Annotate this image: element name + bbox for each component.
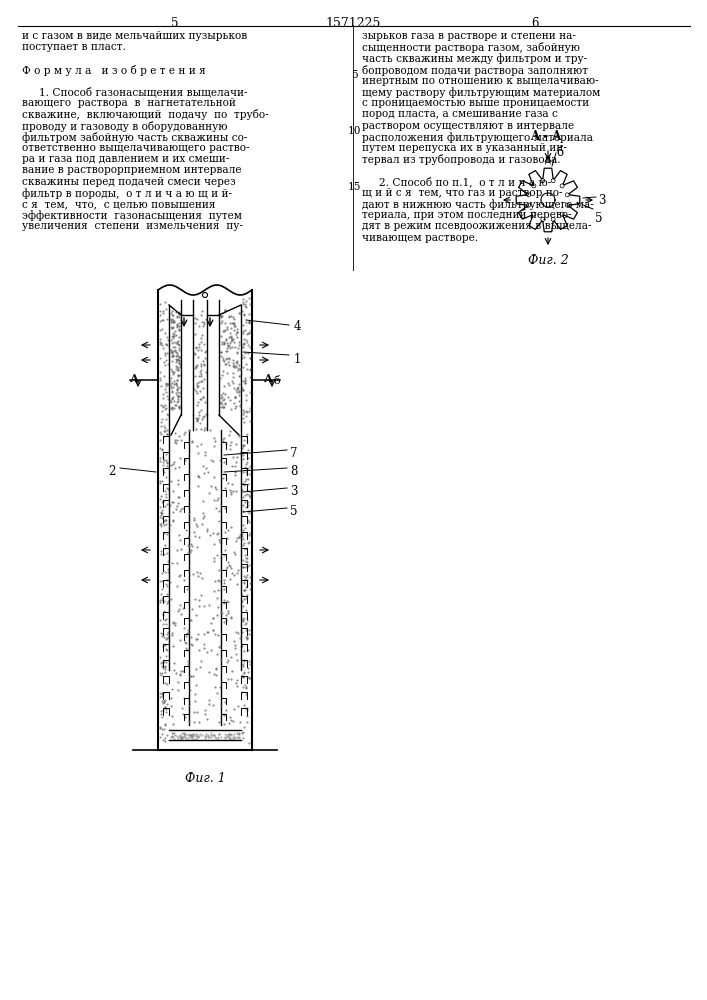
Text: тервал из трубопровода и газовода.: тервал из трубопровода и газовода. xyxy=(362,154,561,165)
Text: 6: 6 xyxy=(531,17,539,30)
Text: с я  тем,  что,  с целью повышения: с я тем, что, с целью повышения xyxy=(22,199,216,209)
Text: 15: 15 xyxy=(347,182,361,192)
Circle shape xyxy=(566,203,569,207)
Text: Фиг. 2: Фиг. 2 xyxy=(527,254,568,267)
Circle shape xyxy=(202,292,207,298)
Text: 5: 5 xyxy=(351,70,357,80)
Text: фильтр в породы,  о т л и ч а ю щ и й-: фильтр в породы, о т л и ч а ю щ и й- xyxy=(22,188,232,199)
Circle shape xyxy=(551,217,555,221)
Text: эффективности  газонасыщения  путем: эффективности газонасыщения путем xyxy=(22,210,242,221)
Text: 5: 5 xyxy=(290,505,298,518)
Text: расположения фильтрующего материала: расположения фильтрующего материала xyxy=(362,132,593,143)
Text: 8: 8 xyxy=(290,465,298,478)
Text: чивающем растворе.: чивающем растворе. xyxy=(362,233,478,243)
Text: часть скважины между фильтром и тру-: часть скважины между фильтром и тру- xyxy=(362,53,587,64)
Text: дают в нижнюю часть фильтрующего ма-: дают в нижнюю часть фильтрующего ма- xyxy=(362,199,594,210)
Text: 1571225: 1571225 xyxy=(325,17,380,30)
Text: проводу и газоводу в оборудованную: проводу и газоводу в оборудованную xyxy=(22,121,228,132)
Text: щ и й с я  тем, что газ и раствор по-: щ и й с я тем, что газ и раствор по- xyxy=(362,188,563,198)
Text: 4: 4 xyxy=(294,320,301,333)
Circle shape xyxy=(532,212,536,216)
Text: фильтром забойную часть скважины со-: фильтром забойную часть скважины со- xyxy=(22,132,247,143)
Text: щему раствору фильтрующим материалом: щему раствору фильтрующим материалом xyxy=(362,87,600,98)
Text: и с газом в виде мельчайших пузырьков: и с газом в виде мельчайших пузырьков xyxy=(22,31,247,41)
Text: зырьков газа в растворе и степени на-: зырьков газа в растворе и степени на- xyxy=(362,31,576,41)
Text: 5: 5 xyxy=(171,17,179,30)
Circle shape xyxy=(527,193,531,197)
Text: ра и газа под давлением и их смеши-: ра и газа под давлением и их смеши- xyxy=(22,154,229,164)
Text: скважине,  включающий  подачу  по  трубо-: скважине, включающий подачу по трубо- xyxy=(22,109,269,120)
Text: 5: 5 xyxy=(595,212,602,225)
Circle shape xyxy=(560,184,564,188)
Text: Ф о р м у л а   и з о б р е т е н и я: Ф о р м у л а и з о б р е т е н и я xyxy=(22,65,206,76)
Circle shape xyxy=(541,179,545,183)
Text: А: А xyxy=(130,373,139,384)
Text: вание в растворорприемном интервале: вание в растворорприемном интервале xyxy=(22,165,242,175)
Text: 3: 3 xyxy=(290,485,298,498)
Circle shape xyxy=(560,212,564,216)
Text: 1: 1 xyxy=(294,353,301,366)
Text: увеличения  степени  измельчения  пу-: увеличения степени измельчения пу- xyxy=(22,221,243,231)
Text: раствором осуществляют в интервале: раствором осуществляют в интервале xyxy=(362,121,574,131)
Text: териала, при этом последний перево-: териала, при этом последний перево- xyxy=(362,210,572,220)
Circle shape xyxy=(541,217,545,221)
Text: 3: 3 xyxy=(598,194,605,207)
Text: 7: 7 xyxy=(290,447,298,460)
Text: с проницаемостью выше проницаемости: с проницаемостью выше проницаемости xyxy=(362,98,589,108)
Circle shape xyxy=(532,184,536,188)
Text: 2. Способ по п.1,  о т л и ч а ю-: 2. Способ по п.1, о т л и ч а ю- xyxy=(362,177,551,187)
Text: б: б xyxy=(556,146,563,159)
Text: вающего  раствора  в  нагнетательной: вающего раствора в нагнетательной xyxy=(22,98,236,108)
Text: дят в режим псевдоожижения в выщела-: дят в режим псевдоожижения в выщела- xyxy=(362,221,592,231)
Text: поступает в пласт.: поступает в пласт. xyxy=(22,42,126,52)
Text: сыщенности раствора газом, забойную: сыщенности раствора газом, забойную xyxy=(362,42,580,53)
Text: 10: 10 xyxy=(347,126,361,136)
Circle shape xyxy=(566,193,569,197)
Text: Фиг. 1: Фиг. 1 xyxy=(185,772,226,785)
Circle shape xyxy=(527,203,531,207)
Text: бопроводом подачи раствора заполняют: бопроводом подачи раствора заполняют xyxy=(362,65,588,76)
Text: б: б xyxy=(274,376,281,386)
Text: 1. Способ газонасыщения выщелачи-: 1. Способ газонасыщения выщелачи- xyxy=(22,87,247,98)
Text: A - A: A - A xyxy=(530,130,561,143)
Text: А: А xyxy=(264,373,273,384)
Text: пород пласта, а смешивание газа с: пород пласта, а смешивание газа с xyxy=(362,109,558,119)
Text: скважины перед подачей смеси через: скважины перед подачей смеси через xyxy=(22,177,235,187)
Circle shape xyxy=(551,179,555,183)
Text: путем перепуска их в указанный ин-: путем перепуска их в указанный ин- xyxy=(362,143,567,153)
Text: ответственно выщелачивающего раство-: ответственно выщелачивающего раство- xyxy=(22,143,250,153)
Text: 2: 2 xyxy=(108,465,115,478)
Text: инертным по отношению к выщелачиваю-: инертным по отношению к выщелачиваю- xyxy=(362,76,599,86)
